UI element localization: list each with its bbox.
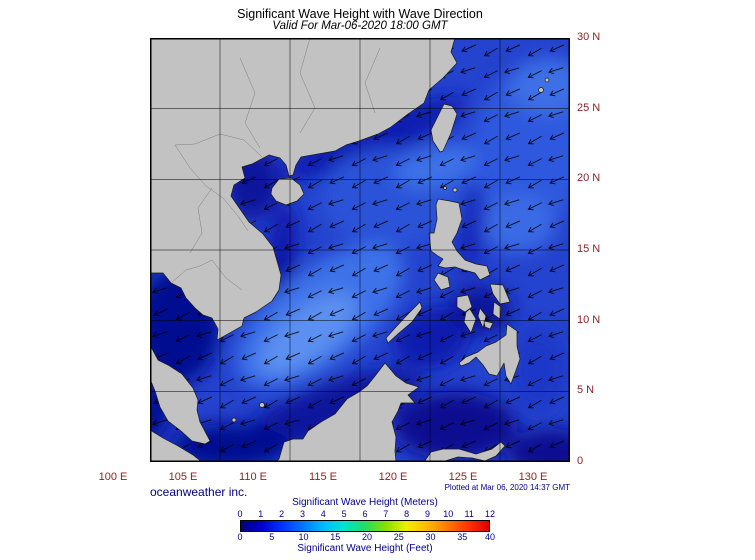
island-mindanao — [458, 323, 521, 385]
map-frame — [150, 38, 570, 462]
island-borneo — [275, 362, 420, 462]
lat-label-20n: 20 N — [577, 172, 601, 184]
lon-label-105e: 105 E — [168, 471, 198, 483]
colorbar-title-meters: Significant Wave Height (Meters) — [292, 497, 438, 508]
small-islands — [231, 77, 550, 423]
meter-tick: 10 — [443, 509, 454, 519]
feet-tick: 10 — [298, 532, 309, 542]
oceanweather-credit: oceanweather inc. — [150, 485, 248, 499]
island-palawan — [385, 301, 423, 344]
grid-lines — [150, 38, 570, 462]
colorbar-meter-ticks: 0 1 2 3 4 5 6 7 8 9 10 11 12 — [237, 509, 495, 520]
meter-tick: 3 — [299, 509, 306, 519]
meter-tick: 12 — [484, 509, 496, 519]
island-negros — [463, 308, 477, 334]
meter-tick: 11 — [464, 509, 474, 519]
meter-tick: 6 — [362, 509, 368, 519]
meter-tick: 8 — [404, 509, 410, 519]
map-area — [150, 38, 570, 462]
feet-tick: 15 — [330, 532, 341, 542]
peninsula-malay — [150, 344, 211, 445]
island-sulawesi — [423, 441, 506, 462]
island-panay — [456, 294, 473, 313]
lat-label-30n: 30 N — [577, 31, 601, 43]
lon-label-125e: 125 E — [448, 471, 478, 483]
lon-label-130e: 130 E — [518, 471, 548, 483]
plotted-timestamp: Plotted at Mar 06, 2020 14:37 GMT — [444, 483, 570, 492]
meter-tick: 2 — [279, 509, 285, 519]
chart-subtitle: Valid For Mar-06-2020 18:00 GMT — [272, 20, 448, 32]
island-bohol — [483, 320, 494, 330]
lat-label-25n: 25 N — [577, 102, 601, 114]
feet-tick: 20 — [361, 532, 373, 542]
colorbar-title-feet: Significant Wave Height (Feet) — [297, 543, 433, 554]
lat-label-10n: 10 N — [577, 314, 601, 326]
feet-tick: 0 — [237, 532, 243, 542]
land-mainland-asia — [150, 38, 458, 341]
island-sumatra — [150, 429, 203, 462]
lon-label-115e: 115 E — [309, 471, 337, 483]
lon-label-100e: 100 E — [98, 471, 128, 483]
feet-tick: 25 — [393, 532, 404, 542]
meter-tick: 4 — [320, 509, 326, 519]
island-mindoro — [433, 272, 451, 291]
island-hainan — [270, 177, 305, 206]
meter-tick: 1 — [258, 509, 264, 519]
feet-tick: 5 — [269, 532, 275, 542]
lat-label-5n: 5 N — [577, 384, 595, 396]
colorbar-gradient — [240, 520, 490, 532]
meter-tick: 9 — [424, 509, 431, 519]
country-borders — [170, 38, 381, 291]
lon-label-120e: 120 E — [378, 471, 408, 483]
island-luzon — [428, 198, 491, 281]
colorbar-feet-ticks: 0 5 10 15 20 25 30 35 40 — [237, 532, 495, 543]
lon-label-110e: 110 E — [239, 471, 267, 483]
landmasses — [150, 38, 550, 462]
feet-tick: 30 — [425, 532, 436, 542]
island-taiwan — [430, 103, 458, 153]
meter-tick: 7 — [383, 509, 389, 519]
feet-tick: 40 — [484, 532, 496, 542]
meter-tick: 0 — [237, 509, 243, 519]
colorbar-legend: Significant Wave Height (Meters) 0 1 2 3… — [237, 497, 495, 555]
lat-label-15n: 15 N — [577, 243, 601, 255]
chart-title: Significant Wave Height with Wave Direct… — [237, 7, 483, 21]
lat-label-0: 0 — [577, 455, 584, 467]
meter-tick: 5 — [341, 509, 347, 519]
map-svg — [150, 38, 570, 462]
feet-tick: 35 — [457, 532, 468, 542]
